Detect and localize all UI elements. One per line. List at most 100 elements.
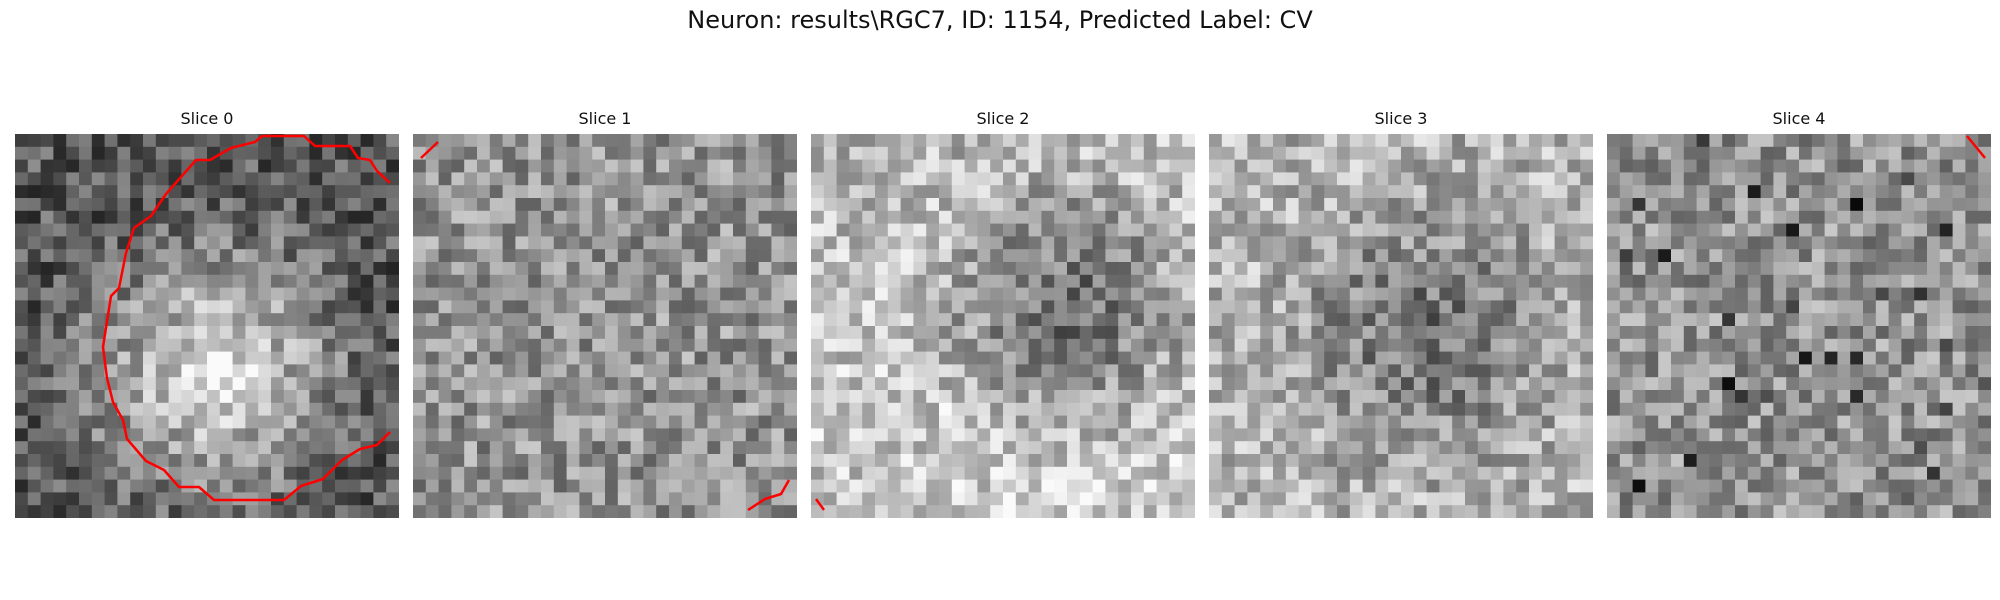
pixel: [1927, 377, 1941, 391]
pixel: [1747, 466, 1761, 480]
pixel: [1260, 262, 1274, 276]
pixel: [1273, 159, 1287, 173]
pixel: [990, 313, 1004, 327]
pixel: [528, 454, 542, 468]
pixel: [1413, 492, 1427, 506]
pixel: [669, 492, 683, 506]
pixel: [347, 300, 361, 314]
pixel: [207, 134, 221, 148]
pixel: [309, 338, 323, 352]
pixel: [1477, 454, 1491, 468]
pixel: [939, 134, 953, 148]
pixel: [745, 492, 759, 506]
pixel: [1324, 185, 1338, 199]
pixel: [1529, 466, 1543, 480]
pixel: [27, 172, 41, 186]
pixel: [464, 479, 478, 493]
pixel: [1490, 300, 1504, 314]
pixel: [1337, 185, 1351, 199]
pixel: [1658, 441, 1672, 455]
pixel: [104, 159, 118, 173]
pixel: [1875, 390, 1889, 404]
pixel: [1452, 249, 1466, 263]
pixel: [926, 236, 940, 250]
pixel: [617, 377, 631, 391]
pixel: [951, 313, 965, 327]
pixel: [283, 505, 297, 518]
pixel: [1658, 377, 1672, 391]
pixel: [1709, 505, 1723, 518]
pixel: [605, 351, 619, 365]
pixel: [1503, 505, 1517, 518]
pixel: [617, 364, 631, 378]
pixel: [836, 390, 850, 404]
pixel: [464, 428, 478, 442]
pixel: [1118, 249, 1132, 263]
pixel: [283, 300, 297, 314]
pixel: [656, 300, 670, 314]
pixel: [219, 326, 233, 340]
pixel: [271, 287, 285, 301]
pixel: [1554, 300, 1568, 314]
pixel: [1850, 300, 1864, 314]
pixel: [579, 274, 593, 288]
pixel: [464, 274, 478, 288]
pixel: [1773, 454, 1787, 468]
pixel: [1850, 223, 1864, 237]
pixel: [1003, 441, 1017, 455]
pixel: [1131, 236, 1145, 250]
pixel: [1554, 223, 1568, 237]
pixel: [502, 415, 516, 429]
pixel: [79, 364, 93, 378]
pixel: [309, 466, 323, 480]
pixel: [489, 236, 503, 250]
pixel: [1837, 262, 1851, 276]
pixel: [347, 479, 361, 493]
pixel: [1554, 492, 1568, 506]
pixel: [566, 159, 580, 173]
pixel: [758, 351, 772, 365]
pixel: [413, 505, 427, 518]
pixel: [477, 172, 491, 186]
pixel: [1401, 402, 1415, 416]
pixel: [1105, 287, 1119, 301]
pixel: [1388, 249, 1402, 263]
pixel: [168, 300, 182, 314]
pixel: [1041, 326, 1055, 340]
pixel: [811, 402, 825, 416]
pixel: [438, 134, 452, 148]
pixel: [771, 428, 785, 442]
pixel: [771, 236, 785, 250]
pixel: [464, 249, 478, 263]
pixel: [27, 313, 41, 327]
pixel: [155, 274, 169, 288]
pixel: [990, 351, 1004, 365]
pixel: [425, 505, 439, 518]
pixel: [1143, 146, 1157, 160]
pixel: [413, 236, 427, 250]
pixel: [283, 185, 297, 199]
pixel: [1799, 454, 1813, 468]
pixel: [617, 313, 631, 327]
pixel: [1927, 287, 1941, 301]
pixel: [219, 415, 233, 429]
pixel: [1234, 505, 1248, 518]
pixel: [913, 313, 927, 327]
pixel: [1722, 236, 1736, 250]
pixel: [720, 402, 734, 416]
pixel: [181, 492, 195, 506]
pixel: [1696, 134, 1710, 148]
pixel: [79, 236, 93, 250]
pixel: [451, 402, 465, 416]
pixel: [66, 236, 80, 250]
pixel: [296, 236, 310, 250]
pixel: [1863, 134, 1877, 148]
pixel: [283, 428, 297, 442]
pixel: [451, 159, 465, 173]
pixel: [168, 364, 182, 378]
pixel: [143, 402, 157, 416]
pixel: [887, 287, 901, 301]
pixel: [1028, 159, 1042, 173]
pixel: [438, 223, 452, 237]
pixel: [643, 198, 657, 212]
